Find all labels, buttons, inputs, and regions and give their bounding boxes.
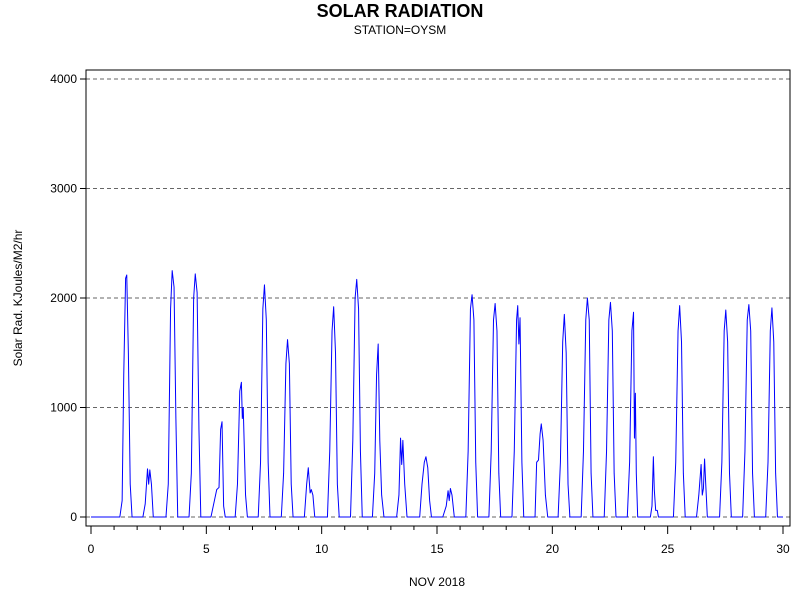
x-tick-label: 15 [430,542,444,556]
series-line [91,270,783,518]
x-tick-label: 5 [203,542,210,556]
x-axis: 0 5 10 15 20 25 30 [88,526,790,556]
y-tick-label: 1000 [50,401,77,415]
x-tick-label: 0 [88,542,95,556]
x-tick-label: 20 [546,542,560,556]
y-tick-label: 3000 [50,182,77,196]
x-tick-label: 10 [315,542,329,556]
x-tick-label: 30 [776,542,790,556]
y-tick-label: 0 [70,510,77,524]
y-axis: 0 1000 2000 3000 4000 [50,72,86,524]
y-axis-title: Solar Rad. KJoules/M2/hr [11,230,25,367]
chart-subtitle: STATION=OYSM [353,23,447,37]
y-tick-label: 4000 [50,72,77,86]
chart-title: SOLAR RADIATION [316,1,484,21]
x-tick-label: 25 [661,542,675,556]
series-layer [91,270,783,518]
x-axis-title: NOV 2018 [409,575,465,589]
y-tick-label: 2000 [50,291,77,305]
